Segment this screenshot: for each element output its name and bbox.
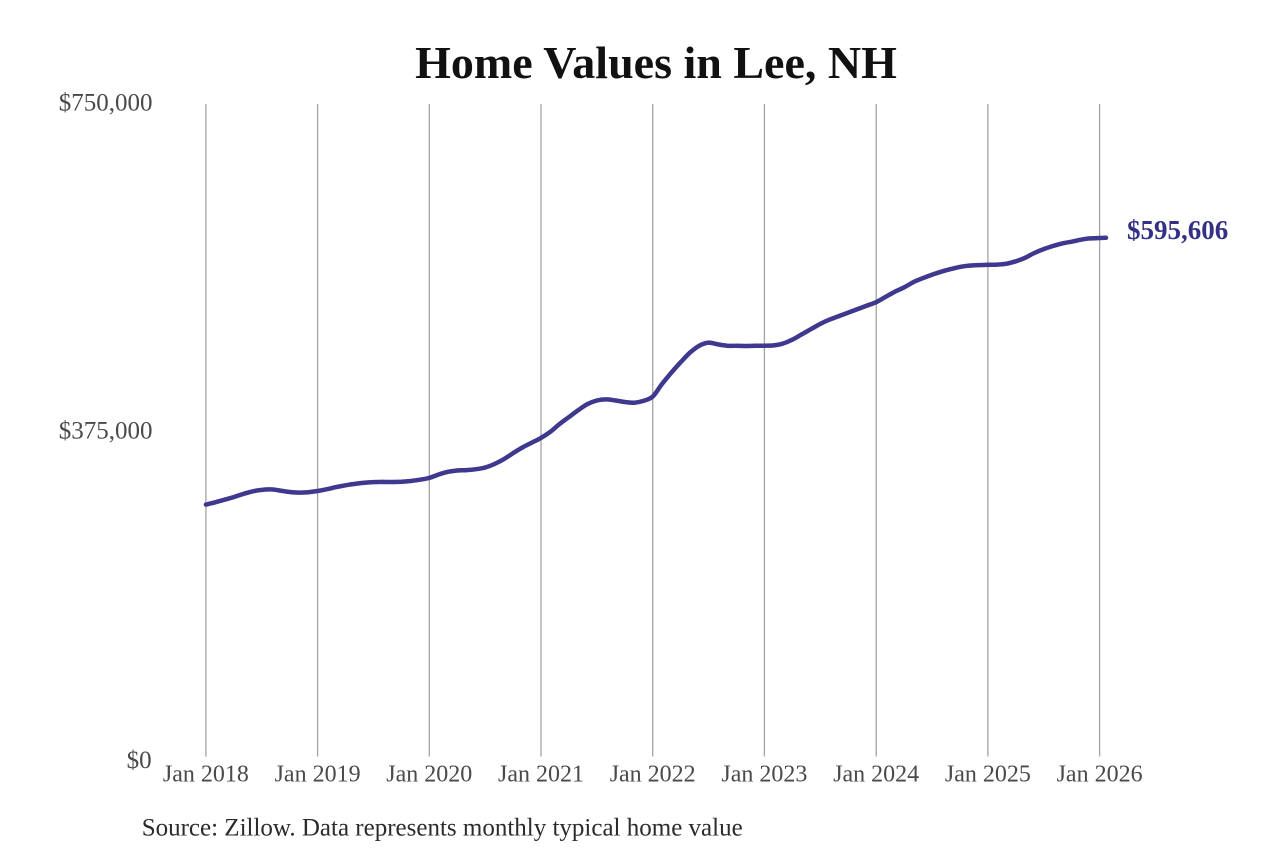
- svg-text:$0: $0: [127, 747, 152, 774]
- svg-text:Jan 2025: Jan 2025: [945, 762, 1031, 788]
- svg-text:Jan 2022: Jan 2022: [610, 762, 696, 788]
- svg-text:Jan 2019: Jan 2019: [275, 762, 361, 788]
- svg-text:Home Values in Lee, NH: Home Values in Lee, NH: [415, 37, 897, 88]
- svg-text:$595,606: $595,606: [1127, 215, 1228, 245]
- svg-text:Jan 2024: Jan 2024: [833, 762, 919, 788]
- svg-text:Jan 2023: Jan 2023: [721, 762, 807, 788]
- svg-text:Source: Zillow. Data represent: Source: Zillow. Data represents monthly …: [142, 815, 743, 842]
- svg-text:Jan 2020: Jan 2020: [386, 762, 472, 788]
- svg-text:Jan 2021: Jan 2021: [498, 762, 584, 788]
- svg-text:$750,000: $750,000: [59, 90, 153, 117]
- svg-text:Jan 2026: Jan 2026: [1057, 762, 1143, 788]
- svg-text:Jan 2018: Jan 2018: [163, 762, 249, 788]
- svg-text:$375,000: $375,000: [59, 418, 153, 445]
